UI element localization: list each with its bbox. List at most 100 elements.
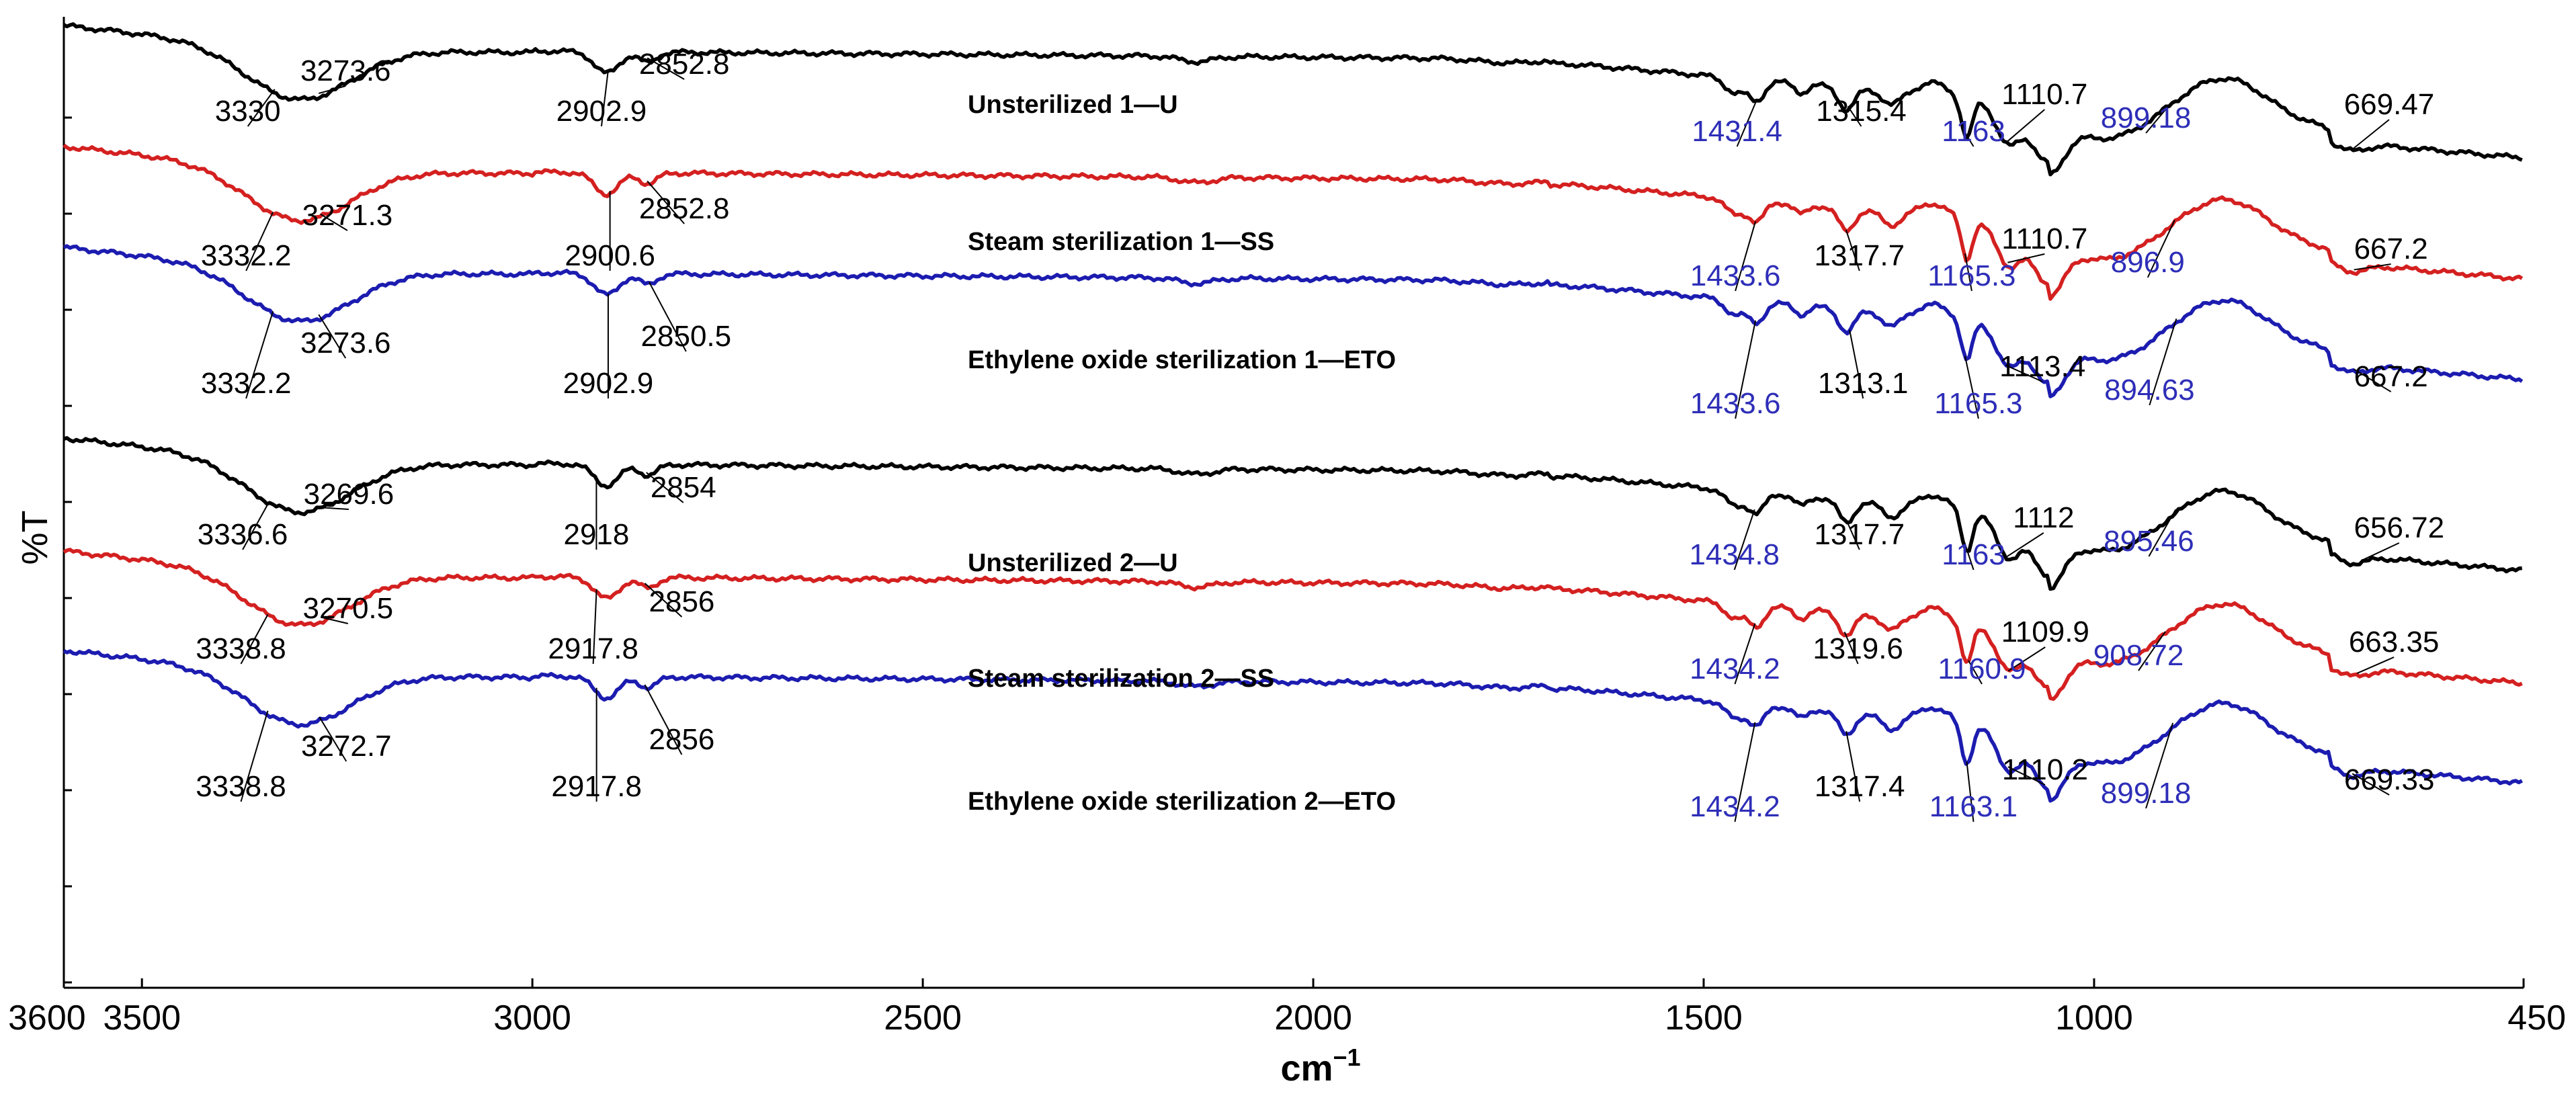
peak-leader-line [2147,220,2175,278]
x-tick-label: 2500 [884,999,962,1037]
peak-label: 2852.8 [639,192,730,225]
peak-leader-line [1843,632,1859,665]
peak-leader-line [240,710,269,802]
series-name-labels: Unsterilized 1—U Steam sterilization 1—SS… [968,91,1396,816]
peak-label: 1315.4 [1816,95,1907,128]
peak-leader-line [2352,119,2390,151]
peak-leader-line [2354,263,2391,271]
peak-leader-line [2007,253,2045,263]
peak-leader-line [1735,221,1757,292]
peak-label: 1113.4 [1999,350,2085,383]
peak-leader-lines [240,57,2400,822]
peak-label: 1109.9 [2001,616,2089,648]
peak-label: 899.18 [2101,101,2192,134]
x-tick-labels: 3600 3500 3000 2500 2000 1500 1000 450 [8,999,2566,1037]
peak-leader-line [1845,730,1861,802]
peak-label: 3332.2 [201,239,292,272]
peak-leader-line [2145,722,2174,809]
peak-label: 1163 [1942,115,2005,148]
x-tick-label: 3000 [493,999,571,1037]
peak-label: 3273.6 [300,54,391,87]
peak-leader-line [2149,319,2177,406]
peak-leader-line [646,472,684,503]
peak-leader-line [1964,355,1979,419]
peak-leader-line [1735,320,1757,419]
peak-label: 1434.2 [1690,790,1780,823]
peak-leader-line [321,616,349,624]
peak-leader-line [1966,135,1975,147]
peak-leader-line [644,583,683,618]
peak-label: 663.35 [2349,626,2440,659]
peak-label: 1431.4 [1692,115,1782,148]
peak-leader-line [2007,109,2045,142]
peak-label: 895.46 [2104,525,2194,558]
peak-leader-line [1734,722,1756,822]
peak-leader-line [245,212,274,271]
peak-label: 669.33 [2344,763,2435,796]
peak-label: 1313.1 [1818,367,1909,400]
peak-label: 2856 [649,723,715,756]
x-axis-title-unit: cm [1280,1048,1333,1089]
peak-label: 2852.8 [639,48,730,81]
axes [63,17,2525,989]
peak-label: 1110.2 [2002,753,2088,786]
peak-leader-line [320,213,348,231]
peak-label: 899.18 [2101,777,2192,810]
peak-leader-line [240,614,269,665]
peak-label: 3269.6 [304,478,394,511]
peak-label: 667.2 [2354,360,2428,393]
peak-label: 1434.2 [1690,652,1780,685]
series-name-label: Unsterilized 2—U [968,549,1178,577]
peak-leader-line [2005,364,2043,382]
peak-label: 2850.5 [641,320,732,353]
peak-label: 2854 [651,471,716,504]
peak-label: 3272.7 [301,730,392,763]
peak-leader-line [1847,105,1862,127]
series-lines [63,22,2524,803]
spectrum-line-3 [63,244,2524,398]
peak-leader-line [2138,631,2166,671]
x-tick-label: 1000 [2055,999,2133,1037]
peak-leader-line [1736,98,1758,147]
peak-leader-line [319,716,347,762]
x-axis-title: cm−1 [1280,1044,1360,1089]
peak-leader-line [647,180,685,224]
peak-label: 1317.7 [1815,518,1905,551]
peak-label: 1434.8 [1689,538,1780,571]
peak-label: 3336.6 [198,518,288,551]
spectrum-line-2 [63,143,2524,301]
peak-label: 2918 [563,518,629,551]
peak-label: 656.72 [2354,511,2445,544]
peak-label: 1110.7 [2001,222,2087,255]
spectrum-line-5 [63,548,2523,702]
spectrum-line-4 [63,436,2522,591]
peak-label: 3338.8 [196,632,286,665]
peak-leader-line [1966,549,1975,570]
peak-label: 2917.8 [548,632,638,665]
peak-leader-line [600,70,609,127]
peak-leader-line [1845,519,1860,550]
peak-label: 669.47 [2344,88,2435,121]
peak-leader-line [1964,253,1972,292]
peak-leader-line [2352,773,2390,796]
peak-leader-line [2007,766,2046,786]
series-name-label: Ethylene oxide sterilization 1—ETO [968,346,1396,374]
peak-label: 1163 [1942,538,2005,571]
peak-leader-line [1968,660,1983,685]
peak-label: 2917.8 [551,770,642,803]
peak-leader-line [318,85,346,94]
x-tick-label: 2000 [1274,999,1352,1037]
peak-leader-line [648,282,687,352]
peak-label: 908.72 [2093,639,2184,672]
x-tick-label: 3500 [103,999,181,1037]
x-tick-label: 1500 [1665,999,1743,1037]
peak-leader-line [242,501,270,550]
x-tick-label: 450 [2507,999,2566,1037]
peak-label: 1160.9 [1938,652,2026,685]
peak-label: 896.9 [2111,246,2185,279]
peak-label: 1433.6 [1690,387,1781,420]
peak-leader-line [2145,100,2173,134]
peak-label: 1317.7 [1815,239,1905,272]
peak-label: 3338.8 [196,770,286,803]
